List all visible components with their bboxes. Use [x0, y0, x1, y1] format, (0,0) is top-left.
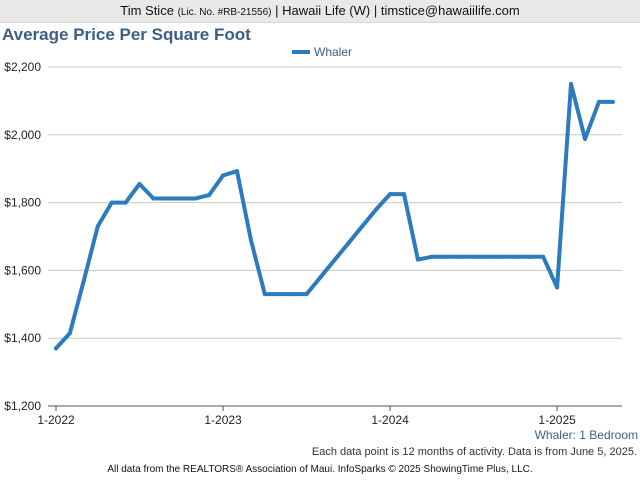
data-point[interactable]	[304, 292, 309, 297]
header-bar: Tim Stice (Lic. No. #RB-21556) | Hawaii …	[0, 0, 640, 23]
series-line-whaler[interactable]	[54, 81, 615, 351]
data-point[interactable]	[332, 258, 337, 263]
legend-label: Whaler	[314, 45, 353, 59]
data-point[interactable]	[443, 254, 448, 259]
data-point[interactable]	[81, 278, 86, 283]
data-point[interactable]	[262, 292, 267, 297]
y-tick-labels: $1,200 $1,400 $1,600 $1,800 $2,000 $2,200	[4, 60, 41, 413]
y-tick-label: $1,800	[4, 196, 41, 210]
y-tick-label: $1,400	[4, 331, 41, 345]
data-point[interactable]	[346, 241, 351, 246]
data-point[interactable]	[54, 346, 58, 351]
data-point[interactable]	[179, 196, 184, 201]
legend[interactable]: Whaler	[292, 45, 352, 61]
data-point[interactable]	[248, 237, 253, 242]
data-point[interactable]	[429, 254, 434, 259]
data-point[interactable]	[457, 254, 462, 259]
data-point[interactable]	[207, 193, 212, 198]
data-point[interactable]	[555, 285, 560, 290]
x-tick-label: 1-2024	[371, 413, 409, 427]
data-point[interactable]	[374, 207, 379, 212]
x-axis: 1-2022 1-2023 1-2024 1-2025	[37, 406, 576, 427]
data-note: Each data point is 12 months of activity…	[311, 446, 637, 458]
data-point[interactable]	[388, 192, 393, 197]
x-tick-label: 1-2023	[204, 413, 242, 427]
data-point[interactable]	[527, 254, 532, 259]
data-point[interactable]	[193, 196, 198, 201]
data-point[interactable]	[513, 254, 518, 259]
data-point[interactable]	[610, 99, 615, 104]
data-point[interactable]	[276, 292, 281, 297]
data-point[interactable]	[415, 257, 420, 262]
data-point[interactable]	[67, 331, 72, 336]
agency-contact: | Hawaii Life (W) | timstice@hawaiilife.…	[275, 3, 520, 18]
data-point[interactable]	[402, 192, 406, 197]
y-tick-label: $2,200	[4, 60, 41, 74]
chart-title: Average Price Per Square Foot	[2, 25, 251, 44]
footer-credit: All data from the REALTORS® Association …	[107, 464, 533, 475]
data-point[interactable]	[541, 254, 546, 259]
data-point[interactable]	[109, 200, 114, 205]
data-point[interactable]	[360, 224, 365, 229]
series-lines	[54, 81, 615, 351]
data-point[interactable]	[221, 173, 226, 178]
data-point[interactable]	[165, 196, 170, 201]
x-tick-label: 1-2022	[37, 413, 75, 427]
legend-swatch	[292, 49, 310, 54]
data-point[interactable]	[137, 181, 142, 186]
data-point[interactable]	[596, 99, 601, 104]
license-number: (Lic. No. #RB-21556)	[177, 7, 272, 18]
data-point[interactable]	[234, 169, 239, 174]
series-label: Whaler: 1 Bedroom	[534, 428, 638, 442]
data-point[interactable]	[290, 292, 295, 297]
y-tick-label: $1,600	[4, 263, 41, 277]
data-point[interactable]	[151, 196, 156, 201]
data-point[interactable]	[485, 254, 490, 259]
y-tick-label: $1,200	[4, 399, 41, 413]
data-point[interactable]	[471, 254, 476, 259]
data-point[interactable]	[318, 275, 323, 280]
data-point[interactable]	[582, 136, 587, 141]
data-point[interactable]	[569, 81, 574, 86]
agent-name: Tim Stice	[120, 3, 174, 18]
data-point[interactable]	[499, 254, 504, 259]
data-point[interactable]	[123, 200, 128, 205]
x-tick-label: 1-2025	[538, 413, 576, 427]
gridlines	[48, 66, 622, 407]
y-tick-label: $2,000	[4, 128, 41, 142]
data-point[interactable]	[95, 224, 100, 229]
